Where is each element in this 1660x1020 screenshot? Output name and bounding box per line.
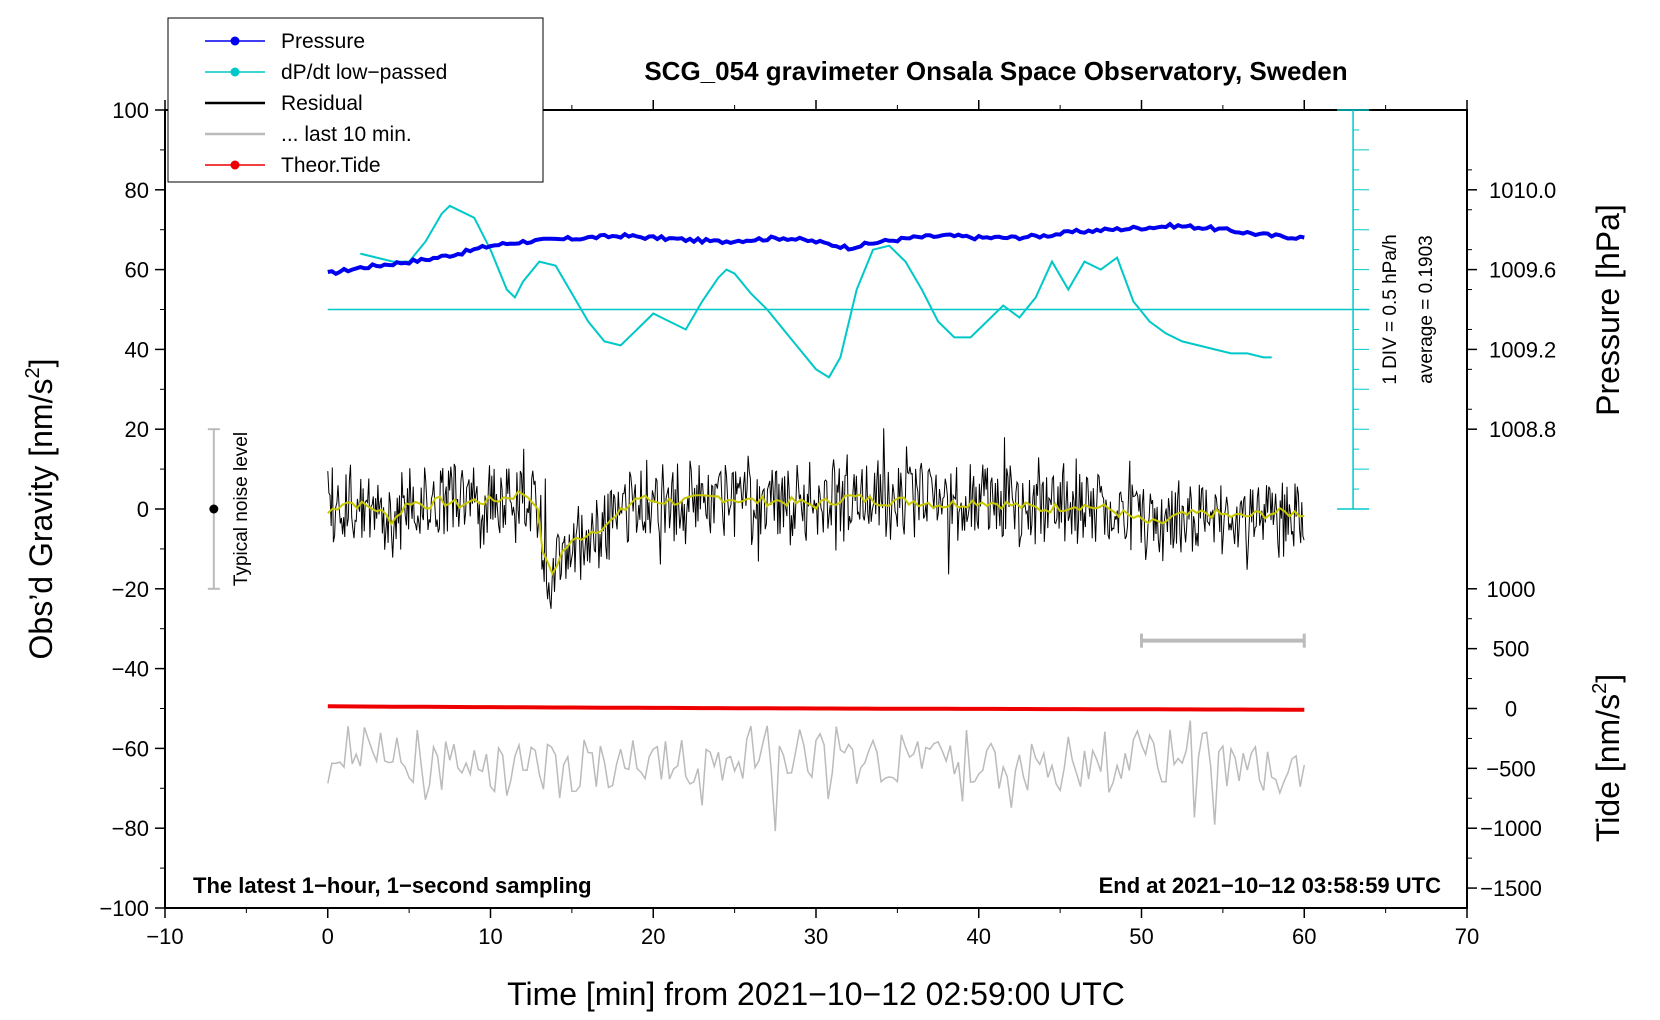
y-axis-title-tide-sup: 2 [1589, 683, 1611, 694]
legend-box [167, 17, 544, 183]
legend-label: Residual [281, 92, 363, 115]
y-axis-title-left-sup: 2 [22, 367, 44, 378]
x-axis-title: Time [min] from 2021−10−12 02:59:00 UTC [507, 976, 1125, 1012]
y-tick-label: 80 [125, 178, 149, 203]
end-time-label: End at 2021−10−12 03:58:59 UTC [1099, 873, 1442, 898]
tide-tick-label: −1000 [1480, 816, 1542, 841]
legend-marker [230, 160, 240, 170]
series-pressure [327, 221, 1305, 277]
y-axis-title-left: Obs’d Gravity [nm/s2] [22, 359, 59, 660]
series-last10 [327, 720, 1306, 832]
x-tick-label: 60 [1292, 924, 1316, 949]
y-axis-title-tide-main: Tide [nm/s [1590, 694, 1626, 842]
tide-tick-label: 0 [1505, 697, 1517, 722]
sampling-label: The latest 1−hour, 1−second sampling [193, 873, 592, 898]
tide-tick-label: 500 [1493, 637, 1530, 662]
tide-tick-label: −500 [1486, 756, 1536, 781]
pressure-tick-label: 1008.8 [1489, 417, 1556, 442]
legend-marker [230, 36, 240, 46]
y-tick-label: −40 [112, 657, 149, 682]
series-residual-smoothed [327, 490, 1305, 576]
y-tick-label: −60 [112, 736, 149, 761]
y-tick-label: 40 [125, 337, 149, 362]
series-residual [327, 428, 1305, 609]
data-series [207, 109, 1370, 832]
x-tick-label: 40 [967, 924, 991, 949]
legend-marker [230, 67, 240, 77]
series-tide [327, 704, 1305, 712]
dpdt-average-label: average = 0.1903 [1416, 235, 1437, 383]
series-dpdt [360, 204, 1272, 379]
tide-tick-label: −1500 [1480, 876, 1542, 901]
x-tick-label: 50 [1129, 924, 1153, 949]
legend-label: ... last 10 min. [281, 123, 412, 146]
y-axis-title-left-close: ] [23, 359, 59, 368]
x-tick-label: 70 [1455, 924, 1479, 949]
x-tick-label: 30 [804, 924, 828, 949]
pressure-tick-label: 1009.2 [1489, 337, 1556, 362]
x-tick-label: −10 [146, 924, 183, 949]
axes-ticks: −10 0 10 20 30 40 50 60 70−100−80−60−40−20020406… [99, 98, 1556, 949]
y-axis-title-tide: Tide [nm/s2] [1589, 674, 1626, 842]
y-tick-label: −100 [99, 896, 149, 921]
y-tick-label: −20 [112, 577, 149, 602]
pressure-tick-label: 1010.0 [1489, 178, 1556, 203]
noise-bar-center [209, 504, 219, 514]
y-tick-label: 60 [125, 258, 149, 283]
y-axis-title-pressure: Pressure [hPa] [1590, 204, 1626, 416]
tide-tick-label: 1000 [1487, 577, 1536, 602]
y-axis-title-tide-close: ] [1590, 674, 1626, 683]
legend-label: Pressure [281, 30, 365, 53]
x-tick-label: 20 [641, 924, 665, 949]
y-axis-title-left-main: Obs’d Gravity [nm/s [23, 379, 59, 660]
y-tick-label: 20 [125, 417, 149, 442]
x-tick-label: 0 [322, 924, 334, 949]
y-tick-label: −80 [112, 816, 149, 841]
legend: Pressure dP/dt low−passed Residual ... last… [167, 17, 544, 183]
chart-title: SCG_054 gravimeter Onsala Space Observat… [644, 56, 1347, 86]
dpdt-div-label: 1 DIV = 0.5 hPa/h [1380, 234, 1401, 385]
pressure-tick-label: 1009.6 [1489, 258, 1556, 283]
x-tick-label: 10 [478, 924, 502, 949]
legend-label: dP/dt low−passed [281, 61, 447, 84]
legend-label: Theor.Tide [281, 154, 381, 177]
y-tick-label: 100 [112, 98, 149, 123]
y-tick-label: 0 [137, 497, 149, 522]
noise-level-label: Typical noise level [231, 432, 252, 586]
